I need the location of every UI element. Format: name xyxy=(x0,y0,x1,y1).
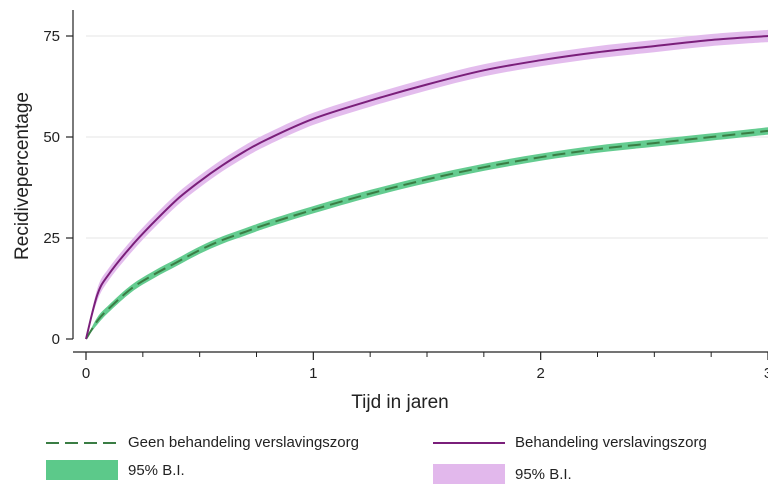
chart-svg: 0 25 50 75 0 1 2 3 Tijd in jaren Recidivepercen… xyxy=(12,10,768,413)
y-axis-title: Recidivepercentage xyxy=(12,92,33,260)
confidence-bands xyxy=(86,29,768,340)
line-series-1 xyxy=(85,35,768,340)
x-tick-label-3: 3 xyxy=(764,365,768,382)
ci-band-series-0 xyxy=(86,127,768,339)
x-tick-label-2: 2 xyxy=(536,365,544,382)
ci-band-series-1 xyxy=(86,29,768,340)
grid-lines xyxy=(86,35,768,239)
axes: 0 25 50 75 0 1 2 3 xyxy=(43,10,768,382)
legend-line-swatch xyxy=(433,441,505,444)
legend-band-swatch-purple xyxy=(433,464,505,484)
y-tick-label-50: 50 xyxy=(43,129,60,146)
legend-label-ci-geen: 95% B.I. xyxy=(128,461,185,479)
x-axis-title: Tijd in jaren xyxy=(351,392,449,413)
series-lines xyxy=(85,35,768,340)
legend-dash-swatch xyxy=(46,441,118,444)
legend-label-geen-behandeling: Geen behandeling verslavingszorg xyxy=(128,434,359,451)
legend-item-geen-behandeling: Geen behandeling verslavingszorg xyxy=(46,434,359,451)
line-series-0 xyxy=(85,129,768,340)
y-tick-label-75: 75 xyxy=(43,28,60,45)
legend-label-behandeling: Behandeling verslavingszorg xyxy=(515,434,707,451)
legend-band-swatch-green xyxy=(46,460,118,480)
y-tick-label-25: 25 xyxy=(43,230,60,247)
x-tick-label-1: 1 xyxy=(309,365,317,382)
y-tick-label-0: 0 xyxy=(52,331,60,348)
legend-label-ci-behandeling: 95% B.I. xyxy=(515,465,572,483)
legend-item-ci-behandeling: 95% B.I. xyxy=(433,464,572,484)
legend-item-ci-geen: 95% B.I. xyxy=(46,460,185,480)
legend-item-behandeling: Behandeling verslavingszorg xyxy=(433,434,707,451)
x-tick-label-0: 0 xyxy=(82,365,90,382)
